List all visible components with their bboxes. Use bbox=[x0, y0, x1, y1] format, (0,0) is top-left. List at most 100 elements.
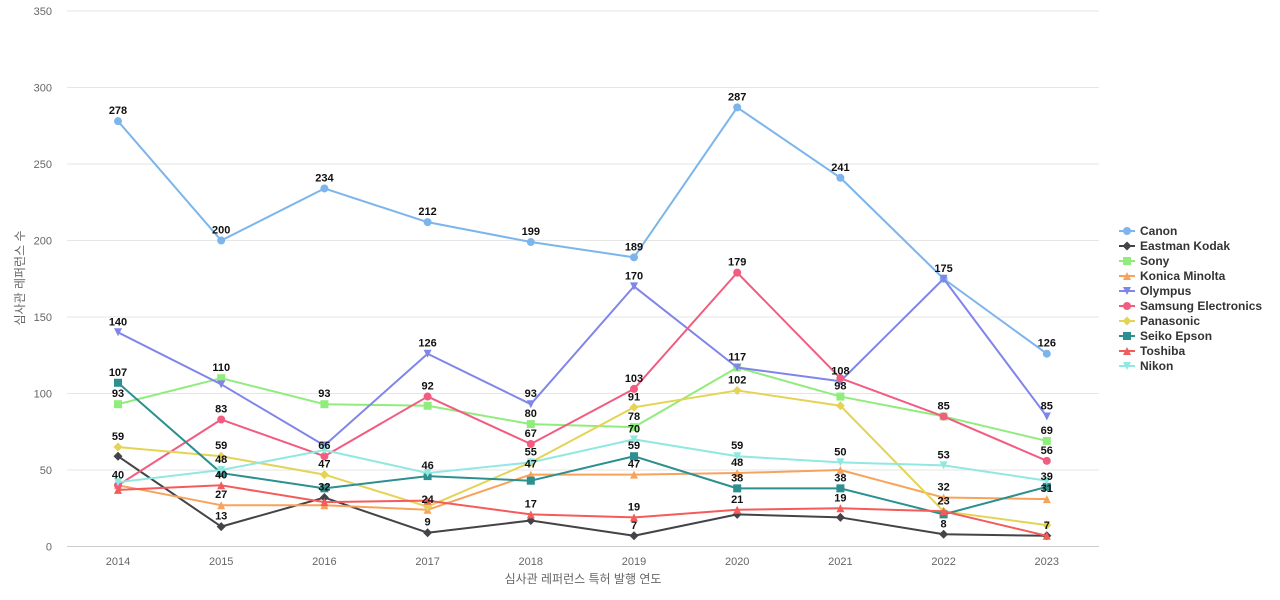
x-tick-label: 2021 bbox=[828, 556, 852, 568]
legend-label: Seiko Epson bbox=[1140, 329, 1212, 343]
data-label-konica-minolta: 32 bbox=[937, 482, 949, 494]
data-point-olympus bbox=[939, 274, 948, 283]
data-label-konica-minolta: 24 bbox=[421, 494, 434, 506]
data-label-canon: 241 bbox=[831, 162, 849, 174]
data-point-seiko-epson bbox=[733, 484, 742, 493]
data-point-eastman-kodak bbox=[939, 529, 949, 539]
data-label-sony: 69 bbox=[1041, 425, 1053, 437]
data-point-toshiba bbox=[630, 513, 638, 522]
data-point-sony bbox=[320, 400, 329, 409]
data-point-sony bbox=[114, 400, 122, 409]
data-label-olympus: 140 bbox=[109, 316, 127, 328]
data-label-seiko-epson: 107 bbox=[109, 367, 127, 379]
data-point-konica-minolta bbox=[526, 470, 535, 479]
y-axis-title: 심사관 레퍼런스 수 bbox=[13, 231, 27, 326]
series-line-seiko-epson bbox=[117, 381, 1048, 516]
data-point-olympus bbox=[1042, 412, 1051, 421]
legend-item-sony: Sony bbox=[1119, 254, 1170, 268]
data-point-konica-minolta bbox=[939, 493, 948, 502]
data-label-sony: 80 bbox=[525, 408, 537, 420]
data-point-nikon bbox=[217, 466, 226, 474]
legend-marker bbox=[1123, 302, 1131, 310]
data-label-konica-minolta: 27 bbox=[215, 489, 227, 501]
series-line-canon bbox=[117, 106, 1048, 355]
legend-item-samsung-electronics: Samsung Electronics bbox=[1119, 299, 1262, 313]
legend-item-eastman-kodak: Eastman Kodak bbox=[1119, 239, 1230, 253]
legend-item-konica-minolta: Konica Minolta bbox=[1119, 269, 1226, 283]
legend-label: Olympus bbox=[1140, 284, 1192, 298]
data-labels: 2782002342121991892872411751261401269317… bbox=[109, 91, 1056, 531]
data-label-seiko-epson: 38 bbox=[731, 472, 743, 484]
data-point-olympus bbox=[526, 400, 535, 409]
data-label-sony: 78 bbox=[628, 411, 640, 423]
data-label-canon: 212 bbox=[418, 206, 436, 218]
data-point-samsung-electronics bbox=[836, 374, 845, 383]
data-label-sony: 110 bbox=[212, 362, 230, 374]
data-label-olympus: 85 bbox=[1041, 400, 1053, 412]
data-point-nikon bbox=[423, 469, 432, 478]
data-label-panasonic: 59 bbox=[215, 440, 227, 452]
series-canon bbox=[114, 103, 1051, 358]
data-label-canon: 189 bbox=[625, 241, 643, 253]
data-label-samsung-electronics: 103 bbox=[625, 373, 643, 385]
data-point-sony bbox=[423, 401, 432, 410]
data-label-samsung-electronics: 66 bbox=[318, 440, 330, 452]
data-point-samsung-electronics bbox=[939, 412, 948, 421]
legend-item-panasonic: Panasonic bbox=[1119, 314, 1200, 328]
data-point-olympus bbox=[114, 328, 122, 337]
x-tick-label: 2019 bbox=[622, 556, 646, 568]
legend-item-seiko-epson: Seiko Epson bbox=[1119, 329, 1212, 343]
data-label-panasonic: 23 bbox=[937, 495, 949, 507]
y-tick-label: 300 bbox=[34, 83, 52, 95]
y-tick-label: 350 bbox=[34, 6, 52, 18]
data-point-seiko-epson bbox=[1042, 482, 1051, 491]
data-label-olympus: 117 bbox=[728, 351, 746, 363]
series-line-olympus bbox=[117, 277, 1048, 447]
data-point-nikon bbox=[836, 458, 845, 467]
series-olympus bbox=[114, 274, 1051, 450]
legend-marker bbox=[1123, 272, 1131, 280]
data-point-eastman-kodak bbox=[216, 522, 226, 532]
y-tick-label: 50 bbox=[40, 465, 52, 477]
data-label-panasonic: 102 bbox=[728, 374, 746, 386]
data-point-panasonic bbox=[216, 451, 226, 461]
data-point-panasonic bbox=[1042, 520, 1052, 530]
x-tick-label: 2015 bbox=[209, 556, 233, 568]
y-tick-label: 100 bbox=[34, 389, 52, 401]
x-tick-label: 2022 bbox=[931, 556, 955, 568]
data-point-canon bbox=[1042, 349, 1051, 358]
data-label-seiko-epson: 38 bbox=[834, 472, 846, 484]
series-line-konica-minolta bbox=[117, 469, 1048, 511]
data-label-panasonic: 55 bbox=[525, 446, 537, 458]
data-label-seiko-epson: 59 bbox=[628, 440, 640, 452]
series-line-eastman-kodak bbox=[117, 455, 1048, 537]
data-label-panasonic: 47 bbox=[318, 459, 330, 471]
series-eastman-kodak bbox=[113, 451, 1052, 541]
data-point-nikon bbox=[939, 461, 948, 470]
series-samsung-electronics bbox=[114, 268, 1051, 490]
data-label-sony: 98 bbox=[834, 381, 846, 393]
data-point-seiko-epson bbox=[320, 484, 329, 493]
data-point-toshiba bbox=[733, 505, 742, 514]
series-panasonic bbox=[113, 385, 1052, 530]
series-line-panasonic bbox=[117, 389, 1048, 527]
data-point-olympus bbox=[320, 441, 329, 450]
data-point-olympus bbox=[217, 380, 226, 389]
legend-item-canon: Canon bbox=[1119, 224, 1177, 238]
x-tick-label: 2014 bbox=[106, 556, 130, 568]
data-point-eastman-kodak bbox=[629, 531, 639, 541]
x-tick-label: 2018 bbox=[519, 556, 543, 568]
x-tick-label: 2020 bbox=[725, 556, 749, 568]
data-label-panasonic: 91 bbox=[628, 391, 640, 403]
legend-marker bbox=[1123, 332, 1131, 340]
series-line-samsung-electronics bbox=[117, 271, 1048, 487]
legend-marker bbox=[1122, 316, 1132, 326]
data-point-toshiba bbox=[836, 504, 845, 513]
data-label-canon: 287 bbox=[728, 91, 746, 103]
series-toshiba bbox=[114, 481, 1051, 540]
legend-label: Canon bbox=[1140, 224, 1177, 238]
y-tick-label: 0 bbox=[46, 542, 52, 554]
data-point-samsung-electronics bbox=[733, 268, 742, 277]
legend-marker bbox=[1123, 347, 1131, 355]
data-label-canon: 278 bbox=[109, 105, 127, 117]
